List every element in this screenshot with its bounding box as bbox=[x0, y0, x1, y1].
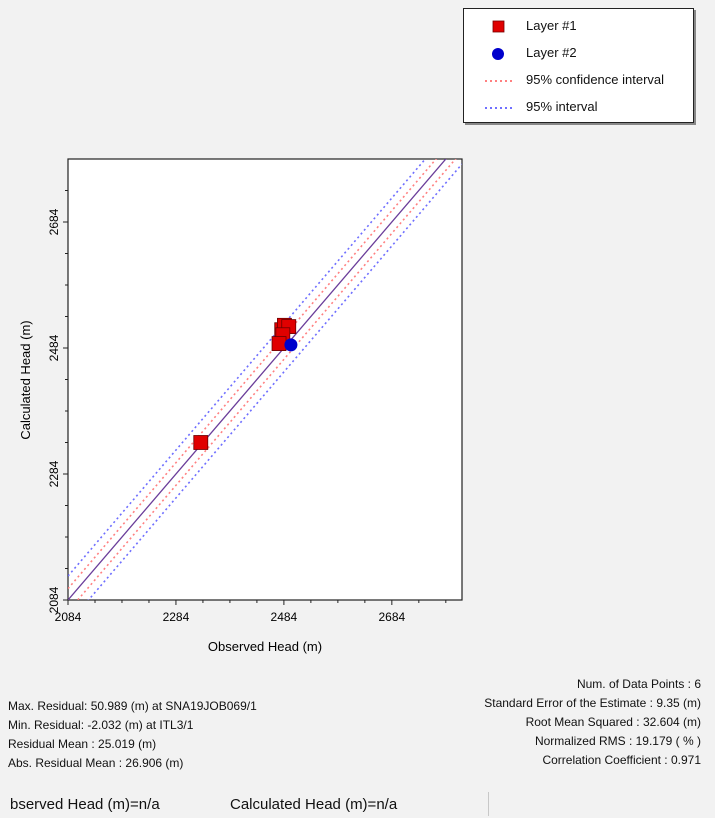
legend-item-layer-1: Layer #1 bbox=[464, 15, 693, 37]
residual-statistics: Max. Residual: 50.989 (m) at SNA19JOB069… bbox=[8, 697, 257, 773]
legend-item-confidence-interval: 95% confidence interval bbox=[464, 69, 693, 91]
status-bar: bserved Head (m)=n/a Calculated Head (m)… bbox=[0, 790, 715, 818]
status-observed-head: bserved Head (m)=n/a bbox=[10, 796, 160, 813]
y-axis-label: Calculated Head (m) bbox=[18, 320, 33, 439]
x-tick-label: 2484 bbox=[271, 610, 298, 624]
y-tick-label: 2484 bbox=[47, 334, 61, 361]
confidence-interval-line-upper bbox=[68, 159, 438, 590]
legend-label: Layer #1 bbox=[526, 18, 577, 33]
interval-line-lower bbox=[87, 163, 462, 600]
abs-residual-mean: Abs. Residual Mean : 26.906 (m) bbox=[8, 756, 184, 770]
num-data-points: Num. of Data Points : 6 bbox=[576, 677, 701, 691]
legend-label: Layer #2 bbox=[526, 45, 577, 60]
identity-line bbox=[68, 159, 447, 600]
data-points bbox=[193, 317, 298, 450]
legend-label: 95% interval bbox=[526, 99, 598, 114]
calibration-scatter-chart: 2084 2284 2484 2684 2084 2284 2484 2684 Observe… bbox=[18, 158, 463, 654]
standard-error: Standard Error of the Estimate : 9.35 (m… bbox=[484, 696, 701, 710]
chart-legend: Layer #1 Layer #2 95% confidence interva… bbox=[463, 8, 694, 123]
interval-line-upper bbox=[68, 159, 427, 577]
y-tick-label: 2084 bbox=[47, 586, 61, 613]
x-tick-label: 2084 bbox=[55, 610, 82, 624]
layer-1-point bbox=[271, 336, 287, 351]
reference-lines bbox=[68, 159, 462, 600]
fit-statistics: Num. of Data Points : 6 Standard Error o… bbox=[484, 675, 701, 770]
normalized-rms: Normalized RMS : 19.179 ( % ) bbox=[534, 734, 701, 748]
min-residual: Min. Residual: -2.032 (m) at ITL3/1 bbox=[8, 718, 194, 732]
x-tick-label: 2684 bbox=[378, 610, 405, 624]
y-tick-label: 2684 bbox=[47, 208, 61, 235]
residual-mean: Residual Mean : 25.019 (m) bbox=[8, 737, 157, 751]
plot-area bbox=[67, 158, 463, 601]
status-calculated-head: Calculated Head (m)=n/a bbox=[230, 796, 398, 813]
confidence-interval-line-lower bbox=[76, 159, 457, 600]
x-tick-label: 2284 bbox=[163, 610, 190, 624]
blue-circle-icon bbox=[492, 48, 504, 60]
status-divider bbox=[488, 792, 489, 816]
max-residual: Max. Residual: 50.989 (m) at SNA19JOB069… bbox=[8, 699, 257, 713]
layer-2-point bbox=[284, 338, 298, 352]
layer-1-point bbox=[193, 435, 209, 450]
x-axis-label: Observed Head (m) bbox=[208, 639, 322, 654]
y-tick-label: 2284 bbox=[47, 460, 61, 487]
root-mean-squared: Root Mean Squared : 32.604 (m) bbox=[525, 715, 701, 729]
correlation-coefficient: Correlation Coefficient : 0.971 bbox=[542, 753, 701, 767]
blue-dotted-line-icon bbox=[485, 107, 513, 109]
legend-item-layer-2: Layer #2 bbox=[464, 42, 693, 64]
red-dotted-line-icon bbox=[485, 80, 513, 82]
legend-item-interval: 95% interval bbox=[464, 96, 693, 118]
legend-label: 95% confidence interval bbox=[526, 72, 665, 87]
axis-ticks: 2084 2284 2484 2684 2084 2284 2484 2684 bbox=[47, 190, 447, 624]
red-square-icon bbox=[492, 20, 505, 33]
